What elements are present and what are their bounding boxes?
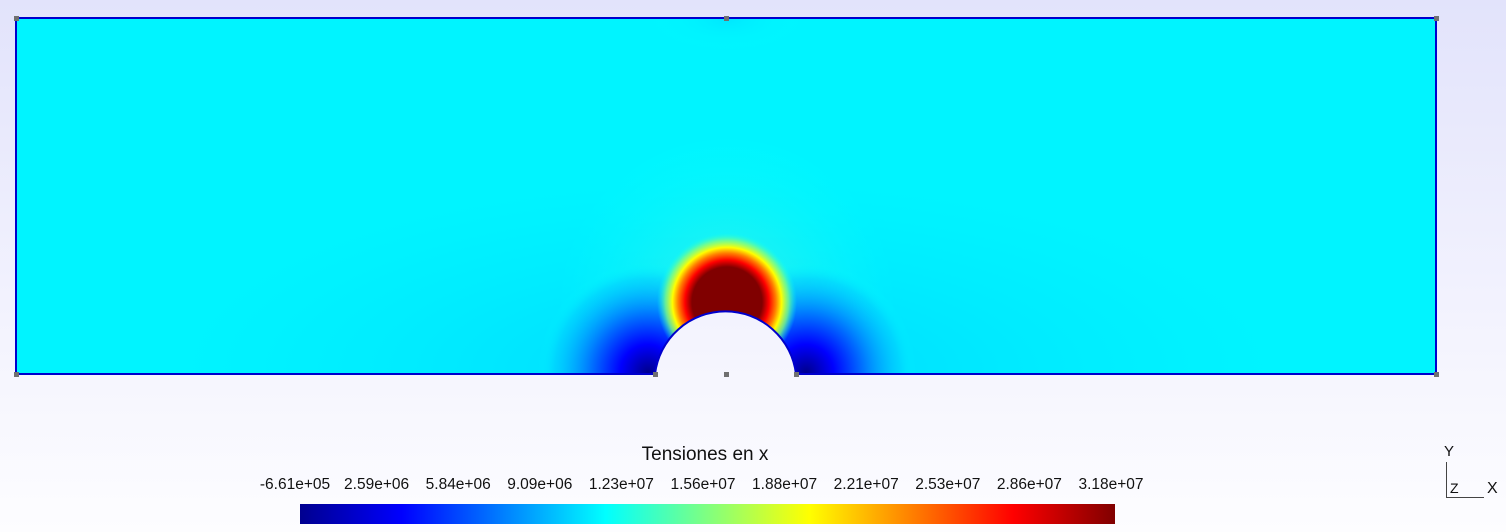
colorbar-tick-label: 2.86e+07 xyxy=(996,476,1062,493)
legend-title: Tensiones en x xyxy=(641,444,769,465)
colorbar xyxy=(300,504,1115,524)
colorbar-tick-label: 3.18e+07 xyxy=(1078,476,1144,493)
stress-field xyxy=(16,18,1436,374)
y-axis-label: Y xyxy=(1444,443,1455,460)
z-axis-label: Z xyxy=(1450,480,1459,496)
colorbar-tick-label: 5.84e+06 xyxy=(425,476,491,493)
colorbar-tick-label: -6.61e+05 xyxy=(259,476,331,493)
y-axis-line xyxy=(1446,462,1447,498)
colorbar-tick-label: 1.23e+07 xyxy=(588,476,654,493)
colorbar-tick-labels: -6.61e+05 2.59e+06 5.84e+06 9.09e+06 1.23e+0… xyxy=(250,476,1160,496)
orientation-axes-widget: Y Z X xyxy=(1440,440,1502,502)
colorbar-tick-label: 2.21e+07 xyxy=(833,476,899,493)
node-marker xyxy=(14,16,19,21)
plate-outline xyxy=(15,17,1437,375)
colorbar-tick-label: 9.09e+06 xyxy=(507,476,573,493)
node-marker xyxy=(1434,372,1439,377)
node-marker xyxy=(1434,16,1439,21)
node-marker xyxy=(14,372,19,377)
colorbar-tick-label: 2.59e+06 xyxy=(344,476,410,493)
node-marker xyxy=(794,372,799,377)
x-axis-line xyxy=(1446,497,1484,498)
node-marker xyxy=(724,16,729,21)
node-marker xyxy=(653,372,658,377)
colorbar-tick-label: 2.53e+07 xyxy=(915,476,981,493)
colorbar-tick-label: 1.88e+07 xyxy=(752,476,818,493)
colorbar-tick-label: 1.56e+07 xyxy=(670,476,736,493)
node-marker xyxy=(724,372,729,377)
node-markers xyxy=(14,16,1439,377)
x-axis-label: X xyxy=(1487,480,1498,497)
